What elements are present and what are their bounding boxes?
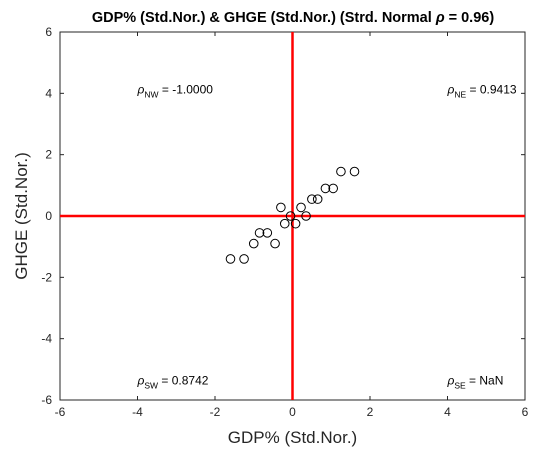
rho-value: = -1.0000 — [159, 82, 214, 96]
rho-ne-annotation: ρNE = 0.9413 — [447, 82, 517, 99]
data-point — [328, 183, 338, 194]
x-tick-label: -6 — [55, 405, 66, 419]
y-tick-label: -4 — [41, 332, 52, 346]
rho-subscript: NW — [144, 89, 158, 99]
data-points — [225, 166, 360, 264]
y-tick-label: 2 — [45, 148, 52, 162]
x-tick-label: -4 — [132, 405, 143, 419]
data-point — [225, 254, 236, 264]
y-axis-label: GHGE (Std.Nor.) — [12, 152, 31, 280]
data-point — [301, 211, 311, 221]
y-tick-label: -2 — [41, 270, 52, 284]
data-point — [290, 218, 301, 229]
data-point — [296, 202, 306, 213]
x-tick-label: -2 — [210, 405, 221, 419]
data-point — [320, 183, 331, 194]
chart-title: GDP% (Std.Nor.) & GHGE (Std.Nor.) (Strd.… — [92, 10, 495, 26]
rho-nw-annotation: ρNW = -1.0000 — [137, 82, 214, 99]
data-point — [285, 211, 296, 221]
data-point — [307, 194, 317, 204]
rho-value: = 0.8742 — [158, 374, 209, 388]
rho-value: = 0.9413 — [466, 82, 517, 96]
x-tick-label: 0 — [289, 405, 296, 419]
rho-subscript: SW — [144, 381, 158, 391]
rho-sw-annotation: ρSW = 0.8742 — [137, 374, 209, 391]
rho-subscript: SE — [454, 381, 466, 391]
y-tick-label: 6 — [45, 25, 52, 39]
data-point — [312, 194, 323, 204]
chart-title-prefix: GDP% (Std.Nor.) & GHGE (Std.Nor.) (Strd.… — [92, 10, 436, 26]
rho-symbol: ρ — [447, 374, 455, 388]
rho-symbol: ρ — [137, 82, 145, 96]
data-point — [254, 228, 265, 238]
chart-title-rho: ρ — [435, 10, 445, 26]
rho-symbol: ρ — [447, 82, 455, 96]
data-point — [270, 238, 280, 249]
x-tick-label: 2 — [367, 405, 374, 419]
data-point — [239, 254, 249, 264]
data-point — [248, 238, 259, 249]
x-tick-label: 6 — [522, 405, 529, 419]
y-tick-label: 0 — [45, 209, 52, 223]
data-point — [276, 202, 286, 213]
data-point — [279, 218, 290, 229]
y-tick-label: 4 — [45, 86, 52, 100]
quadrant-lines — [60, 32, 525, 400]
rho-symbol: ρ — [137, 374, 145, 388]
data-point — [349, 166, 360, 177]
x-axis-label: GDP% (Std.Nor.) — [228, 428, 357, 447]
data-point — [336, 166, 346, 177]
chart-title-suffix: = 0.96) — [445, 10, 495, 26]
x-tick-label: 4 — [444, 405, 451, 419]
y-tick-label: -6 — [41, 393, 52, 407]
rho-se-annotation: ρSE = NaN — [447, 374, 504, 391]
rho-subscript: NE — [454, 89, 466, 99]
data-point — [262, 228, 273, 238]
rho-value: = NaN — [466, 374, 504, 388]
